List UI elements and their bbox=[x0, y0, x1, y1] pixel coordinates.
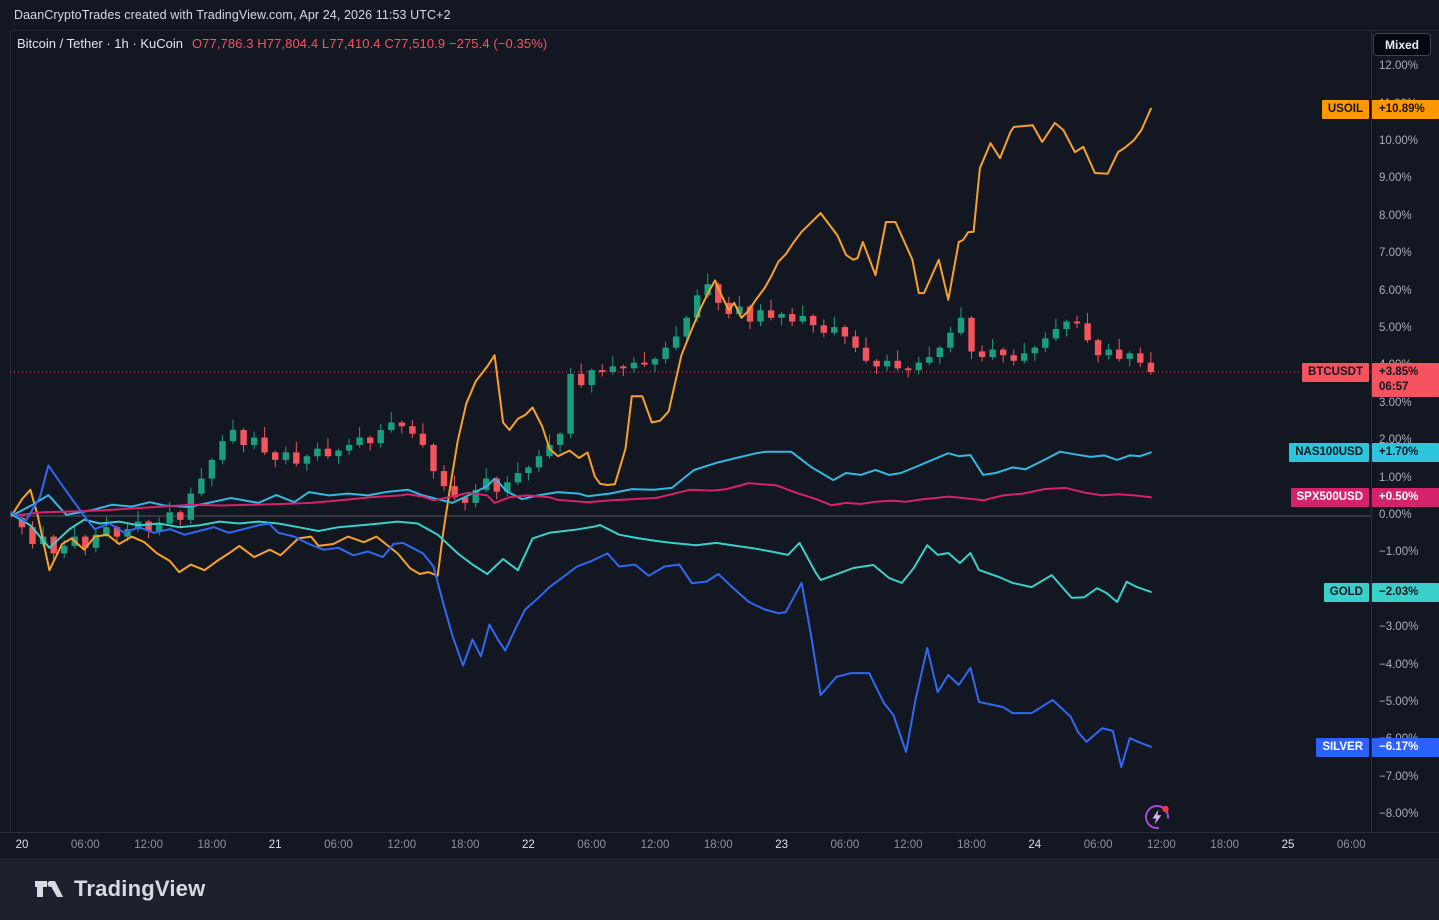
series-name-badge-BTCUSDT[interactable]: BTCUSDT bbox=[1302, 363, 1369, 382]
symbol-title: Bitcoin / Tether · 1h · KuCoin bbox=[17, 36, 183, 51]
axis-value-badge-GOLD: −2.03% bbox=[1372, 582, 1439, 602]
time-tick: 06:00 bbox=[1083, 839, 1113, 851]
axis-value-badge-NAS100USD: +1.70% bbox=[1372, 443, 1439, 463]
chart-pane[interactable] bbox=[10, 30, 1371, 832]
symbol-legend[interactable]: Bitcoin / Tether · 1h · KuCoin O77,786.3 … bbox=[17, 36, 547, 51]
time-tick: 12:00 bbox=[893, 839, 923, 851]
price-tick: −5.00% bbox=[1379, 696, 1419, 708]
price-tick: 8.00% bbox=[1379, 209, 1412, 222]
lightning-circle-icon[interactable] bbox=[1142, 802, 1172, 832]
time-tick: 18:00 bbox=[703, 839, 733, 851]
series-USOIL bbox=[10, 107, 1152, 577]
price-tick: −3.00% bbox=[1379, 621, 1419, 634]
time-tick: 18:00 bbox=[197, 839, 227, 851]
time-tick: 12:00 bbox=[134, 839, 163, 851]
series-name-badge-SPX500USD[interactable]: SPX500USD bbox=[1290, 488, 1369, 508]
price-tick: 9.00% bbox=[1379, 172, 1412, 185]
time-tick: 18:00 bbox=[1210, 839, 1240, 851]
footer-bar: TradingView bbox=[0, 858, 1439, 920]
time-tick: 12:00 bbox=[387, 839, 417, 851]
price-tick: −7.00% bbox=[1379, 770, 1419, 783]
price-tick: 3.00% bbox=[1379, 396, 1412, 409]
time-tick: 20 bbox=[15, 839, 29, 851]
price-tick: 1.00% bbox=[1379, 471, 1412, 484]
price-axis[interactable]: 12.00%11.00%10.00%9.00%8.00%7.00%6.00%5.… bbox=[1371, 30, 1439, 832]
series-name-badge-NAS100USD[interactable]: NAS100USD bbox=[1289, 443, 1369, 463]
series-SILVER bbox=[10, 464, 1152, 768]
series-name-badge-SILVER[interactable]: SILVER bbox=[1316, 737, 1369, 757]
time-tick: 06:00 bbox=[577, 839, 607, 851]
scale-mode-button[interactable]: Mixed bbox=[1373, 33, 1431, 56]
price-tick: −8.00% bbox=[1379, 808, 1419, 821]
price-tick: −1.00% bbox=[1379, 546, 1419, 559]
series-GOLD bbox=[10, 513, 1152, 603]
axis-value-badge-BTCUSDT: +3.85% 06:57 bbox=[1372, 363, 1439, 397]
time-tick: 23 bbox=[775, 839, 788, 851]
series-NAS100USD bbox=[10, 450, 1152, 517]
time-axis[interactable]: 20 06:00 12:00 18:00 21 06:00 12:00 18:00 22 06:0… bbox=[0, 832, 1439, 858]
time-tick: 24 bbox=[1028, 839, 1042, 851]
price-tick: 2.00% bbox=[1379, 434, 1412, 447]
time-tick: 06:00 bbox=[324, 839, 353, 851]
time-tick: 25 bbox=[1281, 839, 1295, 851]
series-name-badge-GOLD[interactable]: GOLD bbox=[1323, 582, 1369, 602]
time-tick: 12:00 bbox=[640, 839, 670, 851]
price-tick: 6.00% bbox=[1379, 284, 1412, 297]
time-tick: 12:00 bbox=[1147, 839, 1176, 851]
series-SPX500USD bbox=[10, 482, 1152, 517]
time-tick: 06:00 bbox=[1336, 839, 1366, 851]
time-tick: 18:00 bbox=[450, 839, 480, 851]
axis-value-badge-SILVER: −6.17% bbox=[1372, 737, 1439, 757]
series-name-badge-USOIL[interactable]: USOIL bbox=[1321, 99, 1369, 119]
ohlc-values: O77,786.3 H77,804.4 L77,410.4 C77,510.9 … bbox=[191, 36, 548, 51]
attribution-text: DaanCryptoTrades created with TradingVie… bbox=[14, 8, 451, 22]
time-tick: 21 bbox=[268, 839, 282, 851]
price-tick: 0.00% bbox=[1379, 509, 1412, 521]
price-tick: 12.00% bbox=[1379, 60, 1419, 73]
tradingview-logo-icon[interactable] bbox=[34, 876, 64, 902]
price-tick: 7.00% bbox=[1379, 247, 1412, 260]
axis-value-badge-USOIL: +10.89% bbox=[1372, 99, 1439, 119]
price-tick: 10.00% bbox=[1379, 135, 1419, 147]
time-tick: 22 bbox=[521, 839, 535, 851]
price-tick: 5.00% bbox=[1379, 322, 1412, 334]
price-tick: −4.00% bbox=[1379, 658, 1419, 671]
brand-text[interactable]: TradingView bbox=[74, 876, 206, 901]
time-tick: 18:00 bbox=[957, 839, 986, 851]
time-tick: 06:00 bbox=[830, 839, 860, 851]
chart-canvas[interactable] bbox=[10, 30, 1371, 832]
axis-value-badge-SPX500USD: +0.50% bbox=[1372, 488, 1439, 508]
time-tick: 06:00 bbox=[70, 839, 100, 851]
